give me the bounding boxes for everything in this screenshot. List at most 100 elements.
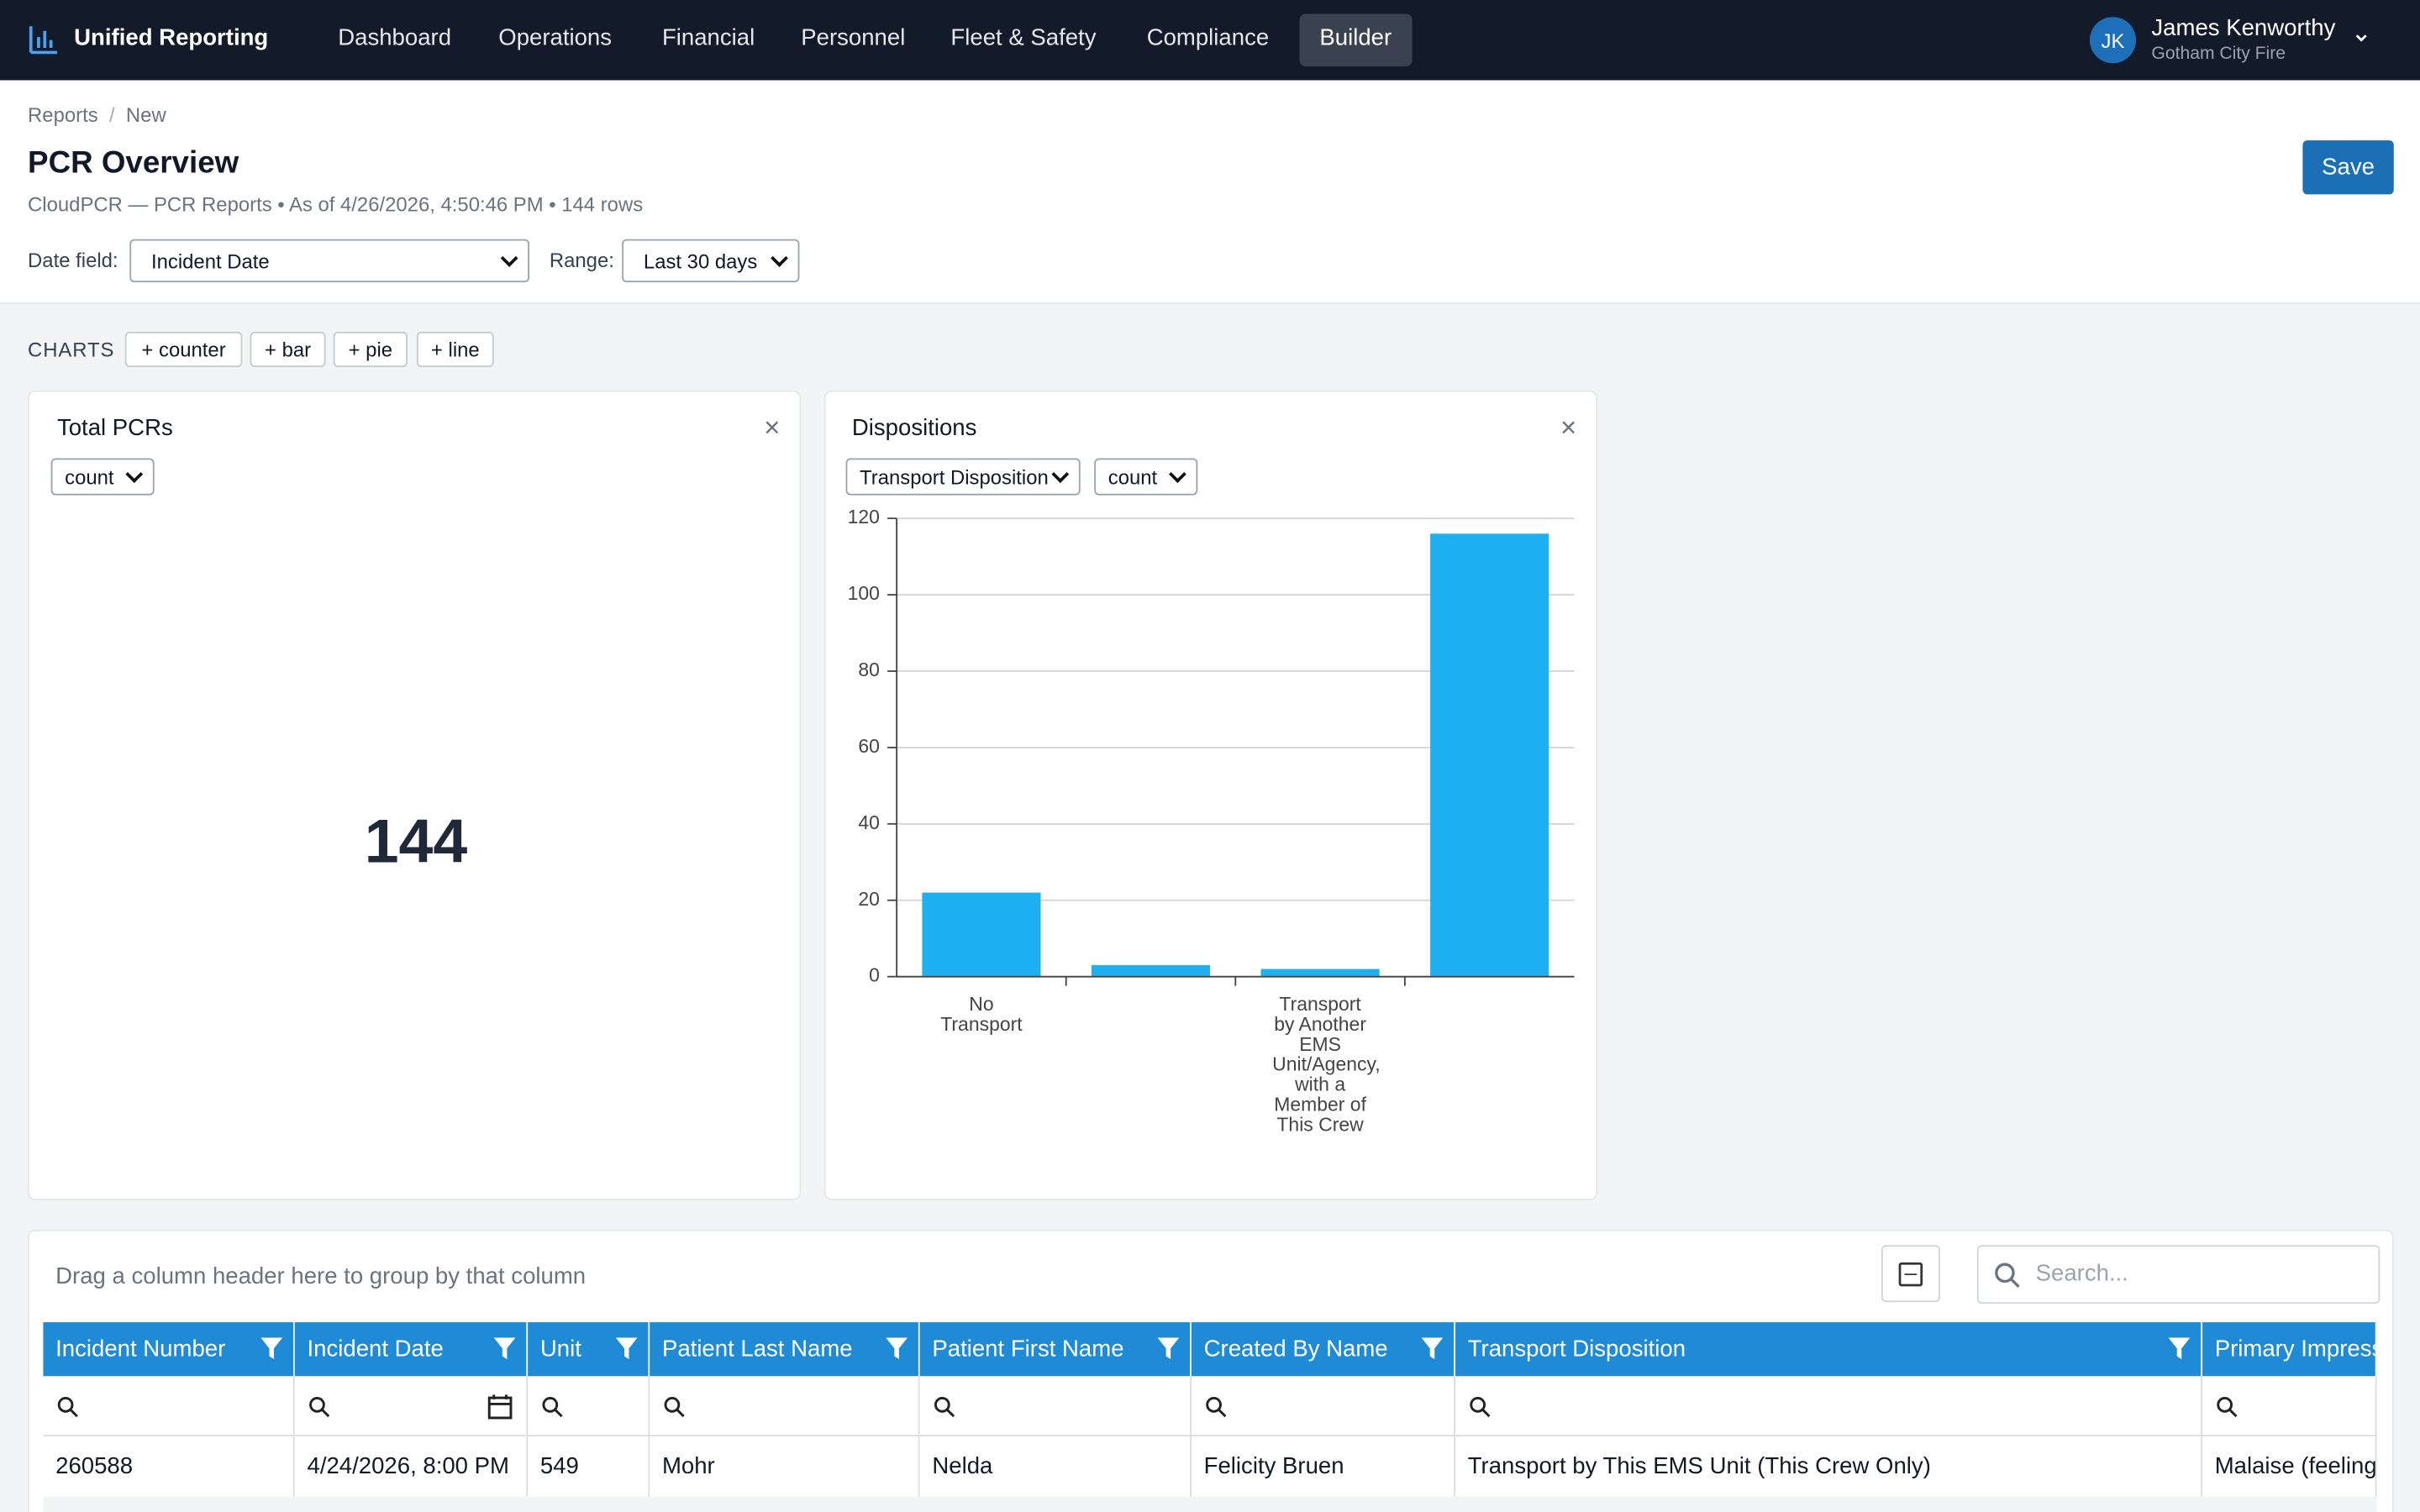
table-cell: Mohr <box>650 1436 920 1497</box>
bar <box>922 892 1041 977</box>
column-header[interactable]: Patient Last Name <box>650 1322 920 1377</box>
user-name[interactable]: James Kenworthy <box>2151 15 2336 42</box>
filter-icon[interactable] <box>2167 1336 2191 1361</box>
next-row <box>43 1496 2377 1512</box>
measure-value: count <box>65 465 114 489</box>
add-chart-button[interactable]: + pie <box>333 331 408 368</box>
add-chart-button[interactable]: + line <box>416 331 494 368</box>
column-header[interactable]: Unit <box>528 1322 650 1377</box>
nav-item[interactable]: Builder <box>1319 24 1392 51</box>
filter-cell[interactable] <box>2202 1376 2377 1437</box>
x-label-box: No Transport <box>940 995 1022 1035</box>
breadcrumb-link[interactable]: Reports <box>28 103 98 127</box>
export-button[interactable] <box>1881 1245 1940 1303</box>
bar <box>1091 965 1211 977</box>
column-title: Created By Name <box>1203 1336 1388 1362</box>
add-chart-button[interactable]: + counter <box>124 331 243 368</box>
search-box[interactable]: Search... <box>1976 1245 2381 1305</box>
measure-value: count <box>1107 465 1158 489</box>
filter-cell[interactable] <box>528 1376 650 1437</box>
y-tick-label: 80 <box>858 659 880 680</box>
filter-icon[interactable] <box>1156 1336 1181 1361</box>
breadcrumb-current: New <box>125 103 166 127</box>
measure-select[interactable]: count <box>50 458 155 496</box>
y-tick-label: 20 <box>858 888 880 910</box>
filter-cell[interactable] <box>650 1376 920 1437</box>
page-subtitle: CloudPCR — PCR Reports • As of 4/26/2026… <box>28 192 644 217</box>
column-title: Transport Disposition <box>1467 1336 1686 1362</box>
counter-panel: Total PCRs × count 144 <box>28 390 802 1200</box>
field-value: Transport Disposition <box>860 465 1049 489</box>
add-chart-button[interactable]: + bar <box>250 331 326 368</box>
top-nav: Unified Reporting JK James Kenworthy Got… <box>0 0 2420 81</box>
y-tick-label: 60 <box>858 735 880 757</box>
x-tick-label: Transport by Another EMS Unit/Agency, wi… <box>1272 995 1381 1136</box>
filter-cell[interactable] <box>1455 1376 2203 1437</box>
save-label: Save <box>2322 154 2375 181</box>
filter-search-icon <box>934 1396 955 1418</box>
close-button[interactable]: × <box>1560 412 1577 444</box>
table-cell: Malaise (feeling <box>2202 1436 2377 1497</box>
range-select[interactable]: Last 30 days <box>622 239 800 283</box>
search-icon <box>1995 1263 2020 1289</box>
column-header[interactable]: Created By Name <box>1191 1322 1456 1377</box>
nav-item[interactable]: Dashboard <box>338 24 452 51</box>
filter-icon[interactable] <box>884 1336 908 1361</box>
calendar-icon[interactable] <box>487 1394 513 1420</box>
filter-cell[interactable] <box>43 1376 295 1437</box>
filter-search-icon <box>664 1396 685 1418</box>
range-value: Last 30 days <box>643 249 758 273</box>
field-select[interactable]: Transport Disposition <box>845 458 1081 496</box>
column-header[interactable]: Transport Disposition <box>1455 1322 2203 1377</box>
column-title: Incident Number <box>55 1336 226 1362</box>
y-tick-label: 120 <box>848 506 880 528</box>
date-field-select[interactable]: Incident Date <box>129 239 530 283</box>
filter-search-icon <box>1206 1396 1227 1418</box>
column-title: Patient Last Name <box>661 1336 853 1362</box>
y-tick-label: 100 <box>848 582 880 604</box>
column-header[interactable]: Incident Number <box>43 1322 295 1377</box>
column-header[interactable]: Patient First Name <box>919 1322 1192 1377</box>
avatar[interactable]: JK <box>2089 17 2137 64</box>
bar <box>1430 533 1549 977</box>
charts-label: CHARTS <box>28 338 115 361</box>
breadcrumb: Reports / New <box>28 103 166 127</box>
search-placeholder: Search... <box>2035 1260 2128 1287</box>
nav-item[interactable]: Personnel <box>801 24 906 51</box>
nav-item[interactable]: Operations <box>498 24 613 51</box>
column-title: Patient First Name <box>932 1336 1124 1362</box>
column-header[interactable]: Primary Impress <box>2202 1322 2377 1377</box>
filter-icon[interactable] <box>1420 1336 1444 1361</box>
logo-icon <box>29 26 57 55</box>
filter-search-icon <box>542 1396 563 1418</box>
filter-cell[interactable] <box>919 1376 1192 1437</box>
range-label: Range: <box>549 248 614 272</box>
save-button[interactable]: Save <box>2302 140 2394 195</box>
filter-icon[interactable] <box>260 1336 284 1361</box>
nav-item[interactable]: Financial <box>661 24 755 51</box>
column-header[interactable]: Incident Date <box>294 1322 529 1377</box>
x-label-box: Transport by Another EMS Unit/Agency, wi… <box>1272 995 1381 1136</box>
filter-cell[interactable] <box>294 1376 529 1437</box>
measure-select[interactable]: count <box>1094 458 1198 496</box>
filter-icon[interactable] <box>614 1336 639 1361</box>
group-hint: Drag a column header here to group by th… <box>55 1263 587 1290</box>
close-button[interactable]: × <box>764 412 781 444</box>
nav-item[interactable]: Compliance <box>1146 24 1270 51</box>
filter-search-icon <box>1470 1396 1491 1418</box>
filter-icon[interactable] <box>492 1336 517 1361</box>
column-title: Primary Impress <box>2214 1336 2377 1362</box>
user-menu-chevron[interactable] <box>2354 33 2369 45</box>
filter-cell[interactable] <box>1191 1376 1456 1437</box>
user-org: Gotham City Fire <box>2151 45 2286 64</box>
filter-search-icon <box>309 1396 330 1418</box>
bar-chart: 0 20 40 60 80 100 120 No Transport Transport by … <box>848 506 1575 1136</box>
panel-title: Total PCRs <box>56 415 173 442</box>
app-name[interactable]: Unified Reporting <box>74 24 269 51</box>
table-cell: 260588 <box>43 1436 295 1497</box>
avatar-initials: JK <box>2101 28 2125 52</box>
column-title: Incident Date <box>307 1336 444 1362</box>
nav-item[interactable]: Fleet & Safety <box>950 24 1097 51</box>
panel-title: Dispositions <box>851 415 977 442</box>
